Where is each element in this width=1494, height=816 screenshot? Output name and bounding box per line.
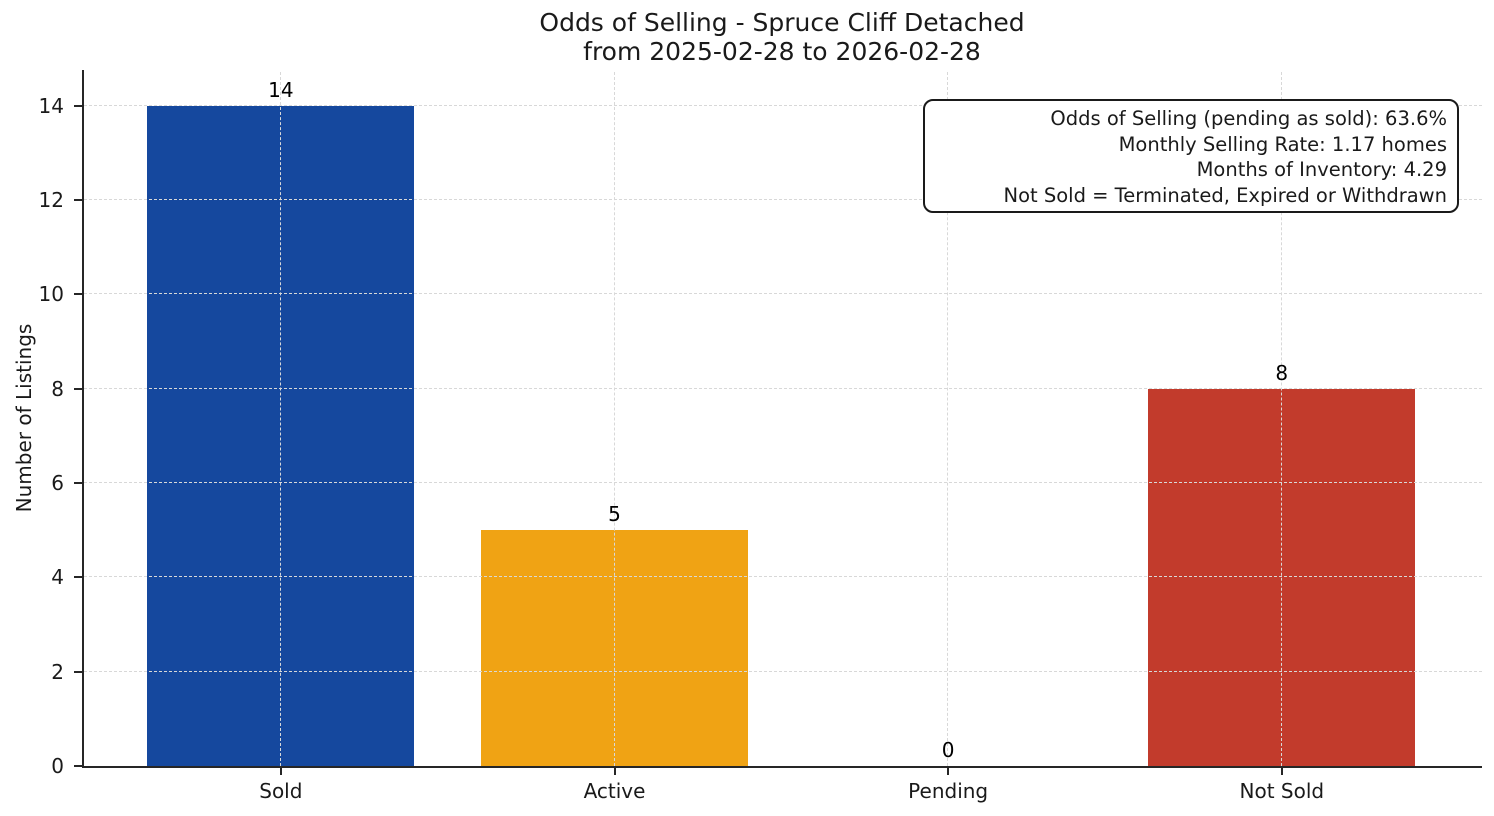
gridline-y-12: [84, 199, 1482, 201]
bar-value-label-not-sold: 8: [1275, 360, 1289, 385]
xtick-active: [613, 768, 616, 775]
ytick-label-2: 2: [51, 659, 64, 684]
xtick-label-sold: Sold: [259, 779, 303, 803]
bar-value-label-sold: 14: [268, 77, 294, 102]
bar-sold: [147, 105, 415, 766]
ytick-6: [74, 482, 82, 485]
annotation-line-inventory: Months of Inventory: 4.29: [1196, 158, 1447, 181]
annotation-line-not-sold-note: Not Sold = Terminated, Expired or Withdr…: [1003, 183, 1447, 207]
xtick-label-active: Active: [583, 779, 646, 803]
ytick-label-12: 12: [38, 188, 64, 213]
chart-header: Odds of Selling - Spruce Cliff Detached …: [82, 8, 1482, 66]
gridline-y-4: [84, 576, 1482, 578]
gridline-y-8: [84, 387, 1482, 389]
gridline-y-6: [84, 482, 1482, 484]
gridline-x-pending: [947, 72, 949, 766]
gridline-x-sold: [279, 72, 281, 766]
gridline-x-not-sold: [1280, 72, 1282, 766]
xtick-pending: [947, 768, 950, 775]
ytick-label-4: 4: [51, 565, 64, 590]
ytick-label-8: 8: [51, 376, 64, 401]
ytick-label-14: 14: [38, 93, 64, 118]
xtick-label-not-sold: Not Sold: [1239, 779, 1325, 803]
ytick-label-0: 0: [51, 754, 64, 778]
annotation-line-odds: Odds of Selling (pending as sold): 63.6%: [1050, 107, 1447, 130]
ytick-4: [74, 576, 82, 579]
xtick-label-pending: Pending: [908, 779, 989, 803]
axes-layer: Sold 14 Active 5 Pending 0 Not Sold 8 0 2 4 6 8 10 12 1…: [39, 70, 1482, 803]
xtick-sold: [279, 768, 282, 775]
xtick-not-sold: [1280, 768, 1283, 775]
plot-area: Sold 14 Active 5 Pending 0 Not Sold 8 0 2 4 6 8 10 12 1…: [39, 70, 1482, 803]
grid-layer: [84, 70, 1482, 766]
gridline-y-14: [84, 104, 1482, 106]
annotation-line-monthly-rate: Monthly Selling Rate: 1.17 homes: [1118, 132, 1447, 156]
ytick-0: [74, 765, 82, 767]
ytick-label-6: 6: [51, 471, 64, 496]
gridline-y-2: [84, 670, 1482, 672]
ytick-14: [74, 104, 82, 107]
ytick-2: [74, 670, 82, 673]
gridline-y-10: [84, 293, 1482, 295]
chart-subtitle: from 2025-02-28 to 2026-02-28: [583, 37, 981, 66]
stats-annotation-box: Odds of Selling (pending as sold): 63.6%…: [923, 99, 1459, 213]
ytick-10: [74, 293, 82, 296]
chart-title: Odds of Selling - Spruce Cliff Detached: [539, 8, 1025, 37]
ytick-8: [74, 387, 82, 390]
gridline-x-active: [613, 72, 615, 766]
bar-value-label-pending: 0: [941, 738, 955, 762]
bar-value-label-active: 5: [608, 502, 621, 527]
ytick-12: [74, 199, 82, 202]
ytick-label-10: 10: [38, 282, 64, 307]
